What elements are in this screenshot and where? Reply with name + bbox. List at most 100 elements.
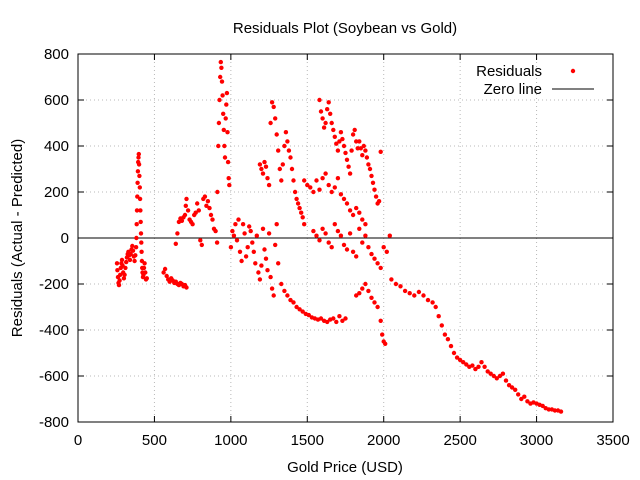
residual-point [479,360,484,365]
x-axis-ticks: 0 500 1000 1500 2000 2500 3000 3500 [74,54,630,449]
residual-point [491,373,496,379]
residual-point [300,215,305,220]
residual-point [350,132,356,137]
residual-point [295,201,301,206]
residual-point [273,242,278,248]
residual-point [393,281,399,287]
residual-point [320,226,325,231]
residual-point [383,341,388,346]
residual-point [381,245,386,250]
residual-point [357,139,362,144]
residual-point [215,189,220,195]
residual-point [279,281,284,287]
residual-point [522,394,527,399]
residual-point [363,148,368,153]
y-tick-label: -600 [39,368,69,385]
residual-point [216,120,222,126]
residual-point [216,143,221,149]
residual-point [335,228,341,234]
residual-point [329,189,334,195]
residual-point [318,109,324,114]
residual-point [425,297,431,303]
residual-point [161,270,166,275]
residual-point [224,102,229,107]
residual-point [470,363,475,368]
residual-point [525,399,530,404]
residual-point [274,222,279,227]
residual-point [234,238,240,243]
y-tick-label: -800 [39,414,69,431]
residual-point [376,199,382,204]
residual-point [219,65,224,71]
legend-residuals-label: Residuals [476,63,542,80]
residual-point [485,369,490,374]
residual-point [344,201,350,206]
residual-point [231,233,237,238]
residual-point [285,293,290,298]
residual-point [138,208,143,213]
residual-point [122,272,127,277]
residual-point [224,90,230,96]
residual-point [433,304,438,310]
residual-point [503,378,509,383]
residual-point [222,143,227,149]
residual-point [256,270,261,275]
residual-point [208,212,214,218]
residual-point [366,162,371,167]
residual-point [334,319,339,325]
residual-point [454,355,460,360]
residual-point [245,245,250,250]
residual-point [276,148,281,153]
residual-point [130,248,136,253]
residual-point [318,316,324,321]
residual-point [204,203,209,208]
residual-point [136,155,141,160]
residual-point [360,286,365,291]
residual-point [190,222,195,227]
residual-point [357,226,362,231]
residual-point [416,289,422,295]
residual-point [222,155,228,160]
residual-point [370,180,376,185]
residual-point [294,196,299,202]
residual-point [225,130,230,135]
residual-point [217,97,222,103]
residual-point [341,242,347,248]
residual-point [240,222,246,227]
residual-point [276,261,281,266]
residual-point [138,219,143,225]
residual-point [134,208,140,213]
residual-point [134,235,139,241]
residual-point [260,226,266,231]
residual-point [332,134,337,139]
residual-point [179,218,185,223]
residual-point [225,159,231,165]
residual-point [335,176,341,181]
residual-point [282,143,287,149]
residual-point [338,192,344,197]
residual-point [132,258,137,264]
residual-point [387,233,392,238]
residual-point [257,162,263,167]
residual-point [357,210,362,215]
residual-point [317,97,322,103]
residual-point [445,337,451,342]
residual-points [114,59,564,414]
y-tick-label: -400 [39,322,69,339]
residual-point [398,284,403,289]
residual-point [123,265,128,271]
x-tick-label: 3500 [596,432,629,449]
residual-point [513,387,518,392]
chart-title: Residuals Plot (Soybean vs Gold) [233,20,457,37]
residual-point [133,253,138,258]
residual-point [369,251,374,257]
residual-point [162,266,168,272]
residual-point [329,245,334,250]
residual-point [300,309,305,314]
residual-point [115,268,120,273]
residual-point [367,166,373,172]
residual-point [337,314,342,319]
residual-point [294,304,299,310]
residual-point [340,136,345,142]
residual-point [378,318,383,323]
